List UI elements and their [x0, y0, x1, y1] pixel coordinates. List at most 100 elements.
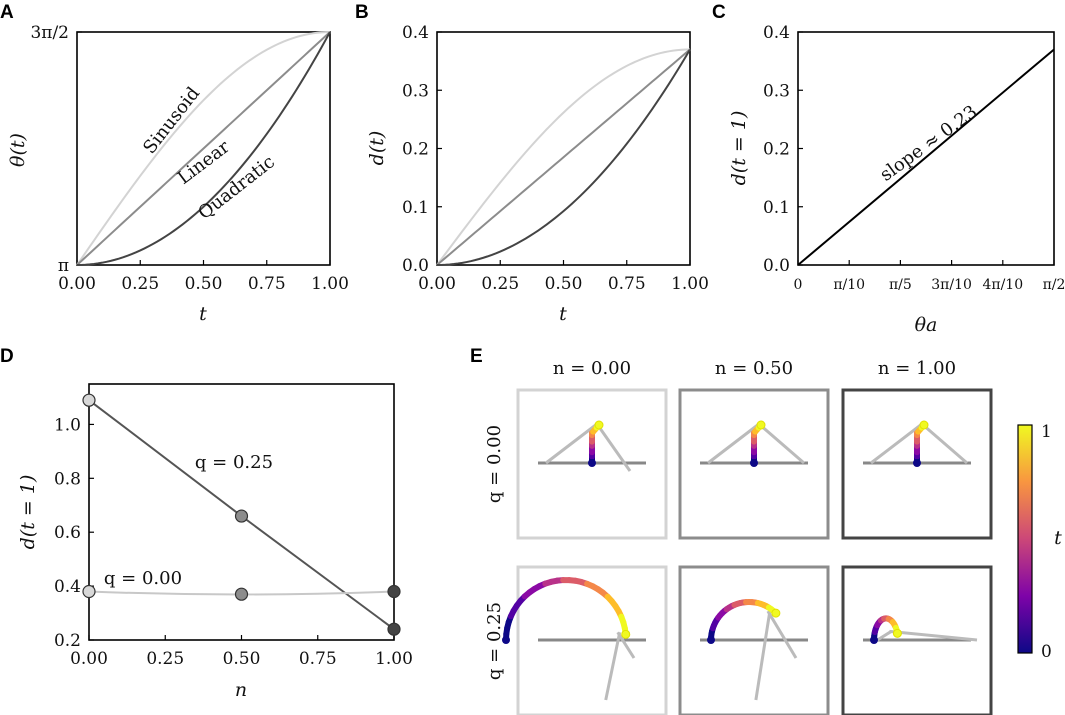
panel-e-grid: n = 0.00 n = 0.50 n = 1.00 q = 0.00 q = 0.25… — [484, 358, 1062, 715]
x-tick-label: π/10 — [833, 277, 865, 293]
x-tick-label: 1.00 — [671, 274, 709, 294]
plot-frame — [436, 31, 691, 266]
x-tick-label: 0.50 — [223, 649, 261, 669]
x-tick-label: 0 — [794, 277, 803, 293]
end-marker — [919, 420, 929, 430]
leg-line — [707, 422, 760, 465]
leg-line — [545, 422, 598, 465]
row-label: q = 0.25 — [484, 602, 505, 680]
y-axis-label: d(t) — [366, 131, 388, 166]
y-tick-label: 0.2 — [54, 631, 81, 651]
series-line-quadratic — [436, 48, 691, 266]
x-tick-label: 0.75 — [248, 274, 286, 294]
panel-d-chart: 0.00 0.25 0.50 0.75 1.00 0.2 0.4 0.6 0.8 1.0 q = 0… — [17, 383, 413, 701]
leg-line — [921, 422, 968, 465]
panel-letter-c: C — [712, 2, 726, 23]
panel-letter-d: D — [0, 346, 14, 367]
y-tick-label: 3π/2 — [30, 23, 69, 43]
y-tick-label: π — [58, 256, 69, 276]
x-tick-label: 0.25 — [146, 649, 184, 669]
y-axis-label: θ(t) — [7, 133, 29, 167]
panel-c-chart: 0 π/10 π/5 3π/10 4π/10 π/2 0.0 0.1 0.2 0.3 0.4 slop… — [728, 23, 1065, 336]
x-tick-label: 0.25 — [481, 274, 519, 294]
leg-line — [766, 610, 798, 659]
x-tick-label: 4π/10 — [982, 277, 1023, 293]
series-line-d — [797, 48, 1055, 266]
sim-cell — [502, 565, 668, 715]
start-marker — [750, 459, 758, 467]
data-point — [82, 584, 96, 599]
x-tick-label: 0.75 — [608, 274, 646, 294]
x-tick-label: 0.00 — [70, 649, 108, 669]
end-marker — [594, 420, 604, 430]
panel-b-chart: 0.00 0.25 0.50 0.75 1.00 0.0 0.1 0.2 0.3 0.4 t d(t) — [366, 23, 709, 325]
y-tick-label: 0.2 — [402, 140, 429, 160]
x-tick-label: π/2 — [1043, 277, 1065, 293]
y-tick-label: 0.1 — [763, 198, 790, 218]
leg-line — [876, 630, 893, 642]
colorbar — [1017, 424, 1033, 654]
start-marker — [588, 459, 596, 467]
colorbar-label: t — [1054, 527, 1062, 549]
slope-annotation: slope ≈ 0.23 — [876, 101, 981, 185]
x-tick-label: 0.00 — [58, 274, 96, 294]
series-line-linear — [436, 48, 691, 266]
panel-a-chart: 0.00 0.25 0.50 0.75 1.00π3π/2SinusoidLinearQ… — [7, 23, 349, 325]
sim-cell — [678, 565, 830, 715]
sim-cell — [678, 388, 830, 540]
series-line-linear — [76, 31, 331, 266]
data-point — [387, 584, 401, 599]
y-tick-label: 0.0 — [402, 256, 429, 276]
x-tick-label: 0.75 — [299, 649, 337, 669]
leg-line — [889, 629, 978, 642]
series-label-q000: q = 0.00 — [104, 568, 182, 589]
colorbar-min-label: 0 — [1041, 642, 1052, 662]
series-line-quadratic — [76, 31, 331, 266]
start-marker — [913, 459, 921, 467]
leg-line — [595, 423, 632, 472]
y-axis-label: d(t = 1) — [728, 111, 750, 186]
leg-line — [870, 422, 923, 465]
leg-line — [754, 610, 772, 701]
x-tick-label: 1.00 — [375, 649, 413, 669]
y-tick-label: 0.6 — [54, 523, 81, 543]
y-tick-label: 0.4 — [402, 23, 429, 43]
y-tick-label: 0.4 — [763, 23, 790, 43]
panel-letter-a: A — [0, 2, 14, 23]
end-marker — [771, 608, 781, 618]
x-tick-label: 0.50 — [545, 274, 583, 294]
start-marker — [870, 636, 878, 644]
sim-cell — [841, 388, 993, 540]
end-marker — [892, 628, 902, 638]
y-tick-label: 0.3 — [763, 81, 790, 101]
y-tick-label: 0.3 — [402, 81, 429, 101]
row-label: q = 0.00 — [484, 425, 505, 503]
colorbar-max-label: 1 — [1041, 422, 1052, 442]
leg-line — [616, 631, 636, 659]
curve-label-sinusoid: Sinusoid — [139, 83, 204, 158]
y-tick-label: 0.4 — [54, 577, 81, 597]
column-label: n = 0.00 — [553, 358, 631, 379]
panel-letter-b: B — [355, 2, 369, 23]
data-point — [387, 622, 401, 636]
sim-cell — [841, 565, 993, 715]
column-label: n = 0.50 — [715, 358, 793, 379]
x-tick-label: π/5 — [889, 277, 912, 293]
series-label-q025: q = 0.25 — [195, 452, 273, 473]
leg-line — [758, 422, 805, 465]
data-point — [234, 509, 249, 523]
data-point — [234, 587, 249, 601]
x-axis-label: t — [559, 303, 567, 325]
series-line-sinusoid — [436, 48, 691, 266]
data-point — [82, 393, 96, 407]
start-marker — [502, 636, 510, 644]
x-axis-label: θa — [915, 314, 938, 336]
series-line-sinusoid — [76, 31, 331, 266]
end-marker — [621, 629, 631, 639]
x-axis-label: n — [235, 679, 247, 701]
panel-letter-e: E — [470, 346, 483, 367]
column-label: n = 1.00 — [878, 358, 956, 379]
y-axis-label: d(t = 1) — [17, 475, 39, 550]
leg-line — [604, 632, 622, 701]
